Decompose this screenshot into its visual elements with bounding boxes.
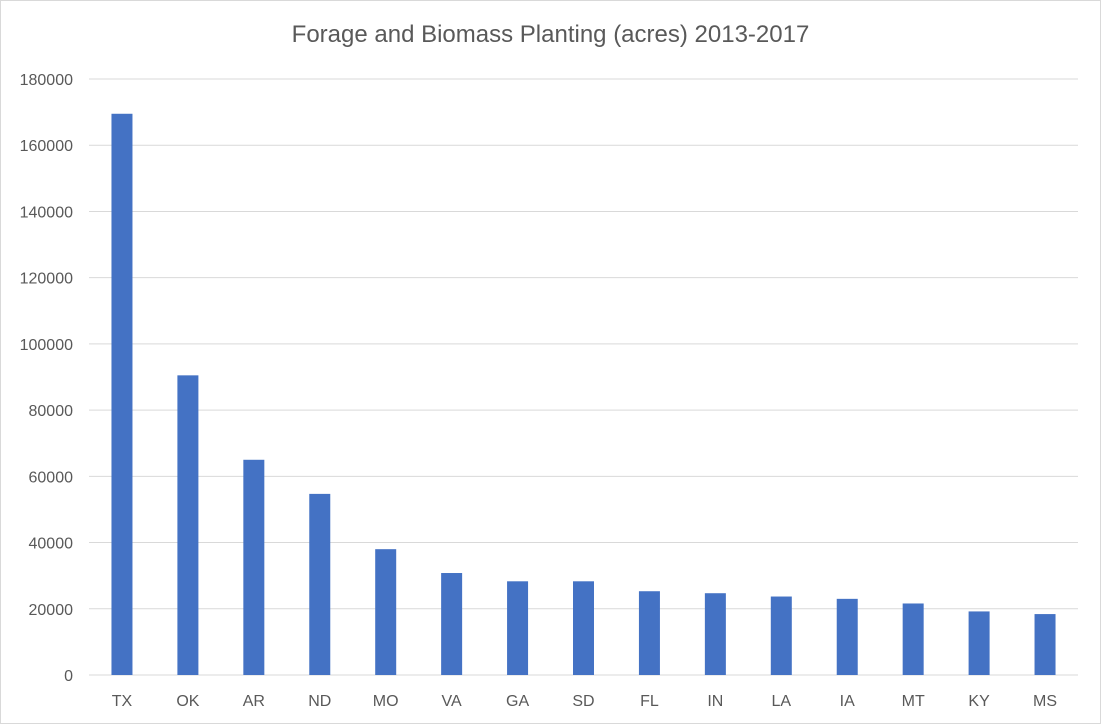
y-tick-label: 160000 [20,138,73,155]
y-tick-label: 140000 [20,204,73,221]
x-tick-label: ND [308,693,331,710]
bar-va [441,573,463,675]
x-tick-label: GA [506,693,529,710]
y-tick-label: 100000 [20,337,73,354]
x-tick-label: IN [707,693,723,710]
x-tick-label: MO [373,693,399,710]
bar-ms [1034,614,1056,675]
y-tick-label: 80000 [29,403,74,420]
bar-ar [243,459,265,675]
x-tick-label: LA [772,693,792,710]
bar-fl [638,591,660,675]
bar-mo [375,549,397,675]
y-tick-label: 60000 [29,469,74,486]
x-tick-label: KY [968,693,990,710]
bar-ga [507,581,529,675]
y-axis-ticks: 0 20000 40000 60000 80000 100000 120000 140000 1… [20,72,73,685]
bar-mt [902,603,924,675]
bar-tx [111,113,133,676]
chart-title: Forage and Biomass Planting (acres) 2013… [291,21,810,48]
x-tick-label: MS [1033,693,1057,710]
x-tick-label: TX [112,693,133,710]
x-tick-label: IA [840,693,855,710]
x-tick-label: OK [176,693,199,710]
y-tick-label: 180000 [20,72,73,89]
bars [111,113,1056,676]
x-tick-label: MT [902,693,925,710]
bar-la [770,596,792,675]
x-tick-label: VA [442,693,462,710]
bar-ok [177,375,199,675]
y-tick-label: 0 [64,668,73,685]
bar-sd [573,581,594,675]
bar-ia [836,598,858,675]
y-tick-label: 20000 [29,602,74,619]
x-tick-label: SD [572,693,594,710]
x-tick-label: AR [243,693,265,710]
x-tick-label: FL [640,693,659,710]
bar-nd [309,493,331,675]
bar-in [704,593,726,675]
y-tick-label: 120000 [20,271,73,288]
x-axis-ticks: TX OK AR ND MO VA GA SD FL IN LA IA MT KY MS [112,693,1057,710]
y-tick-label: 40000 [29,536,74,553]
bar-ky [968,611,990,675]
